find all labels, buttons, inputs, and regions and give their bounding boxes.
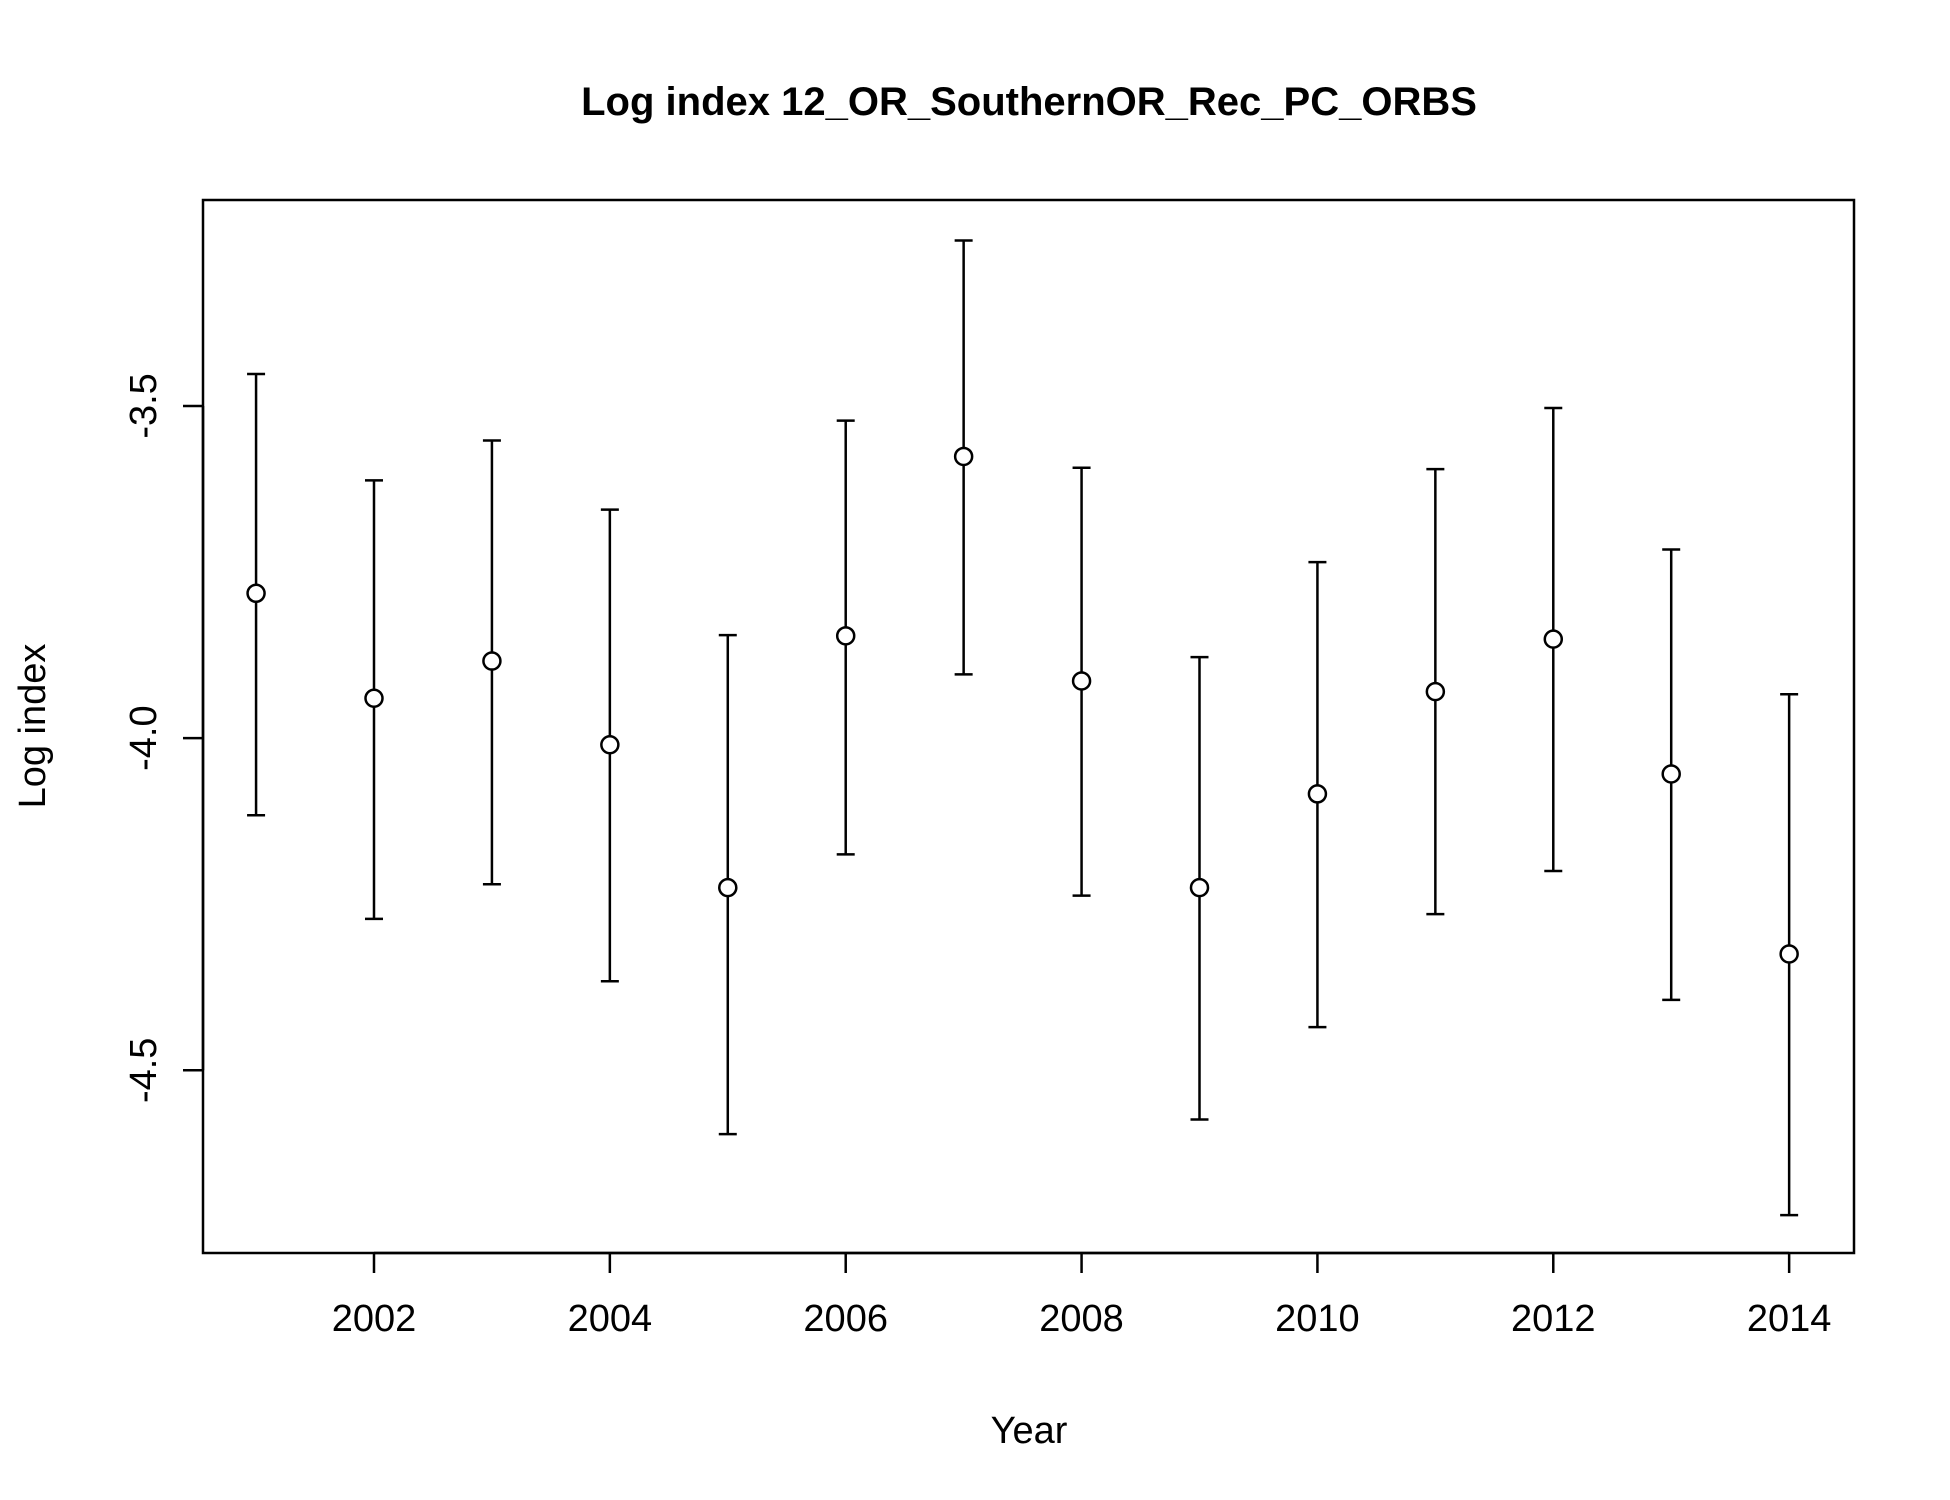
y-tick-label: -3.5 — [123, 373, 165, 438]
data-point — [364, 688, 384, 709]
data-point — [1425, 681, 1446, 702]
y-tick-label: -4.0 — [123, 705, 165, 770]
data-point — [953, 446, 974, 467]
data-point — [1189, 877, 1210, 898]
x-tick-label: 2004 — [568, 1298, 653, 1340]
data-point — [1543, 629, 1564, 649]
data-point — [1071, 671, 1092, 691]
data-marks — [246, 239, 1799, 1217]
x-tick-label: 2002 — [332, 1298, 417, 1340]
x-axis: 2002 2004 2006 2008 2010 2012 2014 — [332, 1251, 1832, 1340]
x-tick-label: 2006 — [803, 1298, 888, 1340]
data-point — [835, 626, 856, 646]
data-point — [718, 877, 738, 898]
y-tick-label: -4.5 — [123, 1038, 165, 1103]
chart-title: Log index 12_OR_SouthernOR_Rec_PC_ORBS — [581, 80, 1477, 124]
x-tick-label: 2010 — [1275, 1298, 1360, 1340]
data-point — [482, 651, 502, 671]
data-point — [1307, 784, 1328, 804]
x-tick-label: 2008 — [1039, 1298, 1124, 1340]
x-axis-label: Year — [991, 1410, 1068, 1452]
y-axis-label: Log index — [12, 644, 54, 809]
x-tick-label: 2014 — [1747, 1298, 1832, 1340]
data-point — [600, 735, 620, 755]
data-point — [246, 583, 266, 604]
data-point — [1779, 944, 1799, 964]
y-axis: -4.5 -4.0 -3.5 — [123, 373, 205, 1103]
plot-frame — [201, 198, 1856, 1255]
data-point — [1661, 764, 1681, 784]
x-tick-label: 2012 — [1511, 1298, 1596, 1340]
